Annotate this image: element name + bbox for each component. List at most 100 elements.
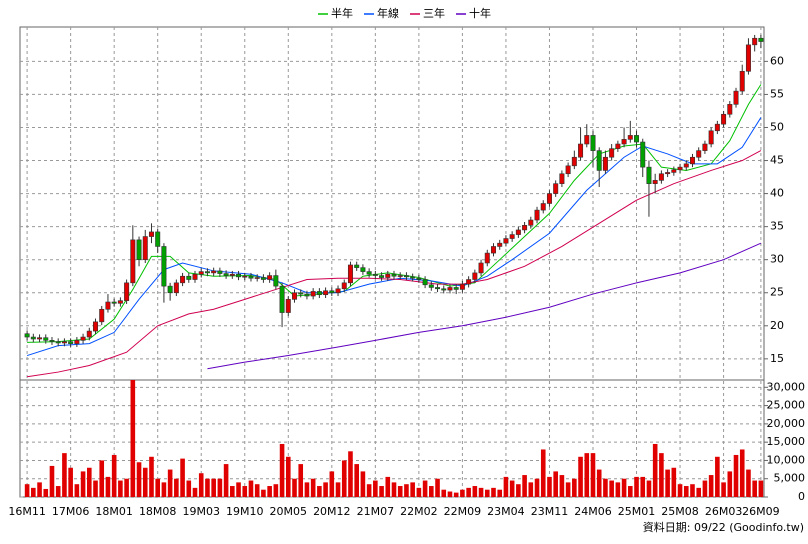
candle-body	[634, 135, 640, 143]
volume-bar	[752, 480, 757, 497]
volume-bar	[640, 476, 646, 497]
x-tick-label: 24M06	[574, 505, 612, 518]
candle-body	[260, 277, 266, 280]
candle-body	[99, 308, 105, 323]
volume-bar	[360, 471, 366, 497]
volume-bar	[509, 480, 515, 497]
volume-bar	[435, 478, 440, 497]
candle-body	[86, 330, 92, 338]
volume-bar	[242, 486, 248, 497]
volume-bar	[596, 469, 602, 497]
volume-bar	[192, 487, 198, 497]
volume-bar	[683, 486, 689, 497]
candle-body	[646, 166, 652, 184]
volume-bar	[317, 486, 322, 497]
candle-body	[347, 264, 353, 284]
candle-body	[204, 271, 210, 274]
candle-body	[652, 180, 658, 184]
volume-bar	[497, 489, 503, 497]
volume-bar	[540, 449, 546, 497]
candle-body	[472, 272, 478, 280]
candle-body	[372, 273, 378, 276]
candle-body	[758, 37, 764, 42]
volume-bar	[460, 489, 465, 497]
candle-body	[55, 341, 61, 344]
x-tick-label: 18M08	[139, 505, 177, 518]
candle-body	[236, 273, 242, 278]
volume-bar	[466, 487, 471, 497]
candle-body	[93, 321, 99, 332]
candle-body	[267, 275, 273, 280]
candle-body	[403, 275, 409, 278]
y-tick-label: 60	[770, 54, 784, 67]
candle-body	[447, 287, 453, 291]
volume-tick-label: 10,000	[767, 453, 806, 466]
candle-body	[727, 104, 733, 115]
legend-label: 年線	[377, 6, 399, 20]
volume-bar	[323, 482, 328, 497]
legend-label: 三年	[423, 6, 445, 20]
candle-body	[435, 287, 441, 290]
candle-body	[24, 333, 30, 338]
volume-bar	[547, 476, 552, 497]
volume-tick-label: 20,000	[767, 417, 806, 430]
candle-body	[285, 299, 291, 313]
volume-bar	[261, 489, 266, 497]
candle-body	[522, 225, 528, 231]
volume-tick-label: 15,000	[767, 435, 806, 448]
volume-bar	[155, 478, 160, 497]
volume-bar	[348, 451, 353, 497]
volume-bar	[24, 484, 30, 497]
candle-body	[186, 275, 192, 280]
candle-body	[459, 283, 465, 290]
candle-body	[602, 156, 608, 171]
candle-body	[142, 236, 148, 260]
candle-body	[49, 340, 55, 342]
volume-bar	[130, 380, 136, 497]
volume-bar	[68, 467, 73, 497]
volume-bar	[609, 480, 614, 497]
y-tick-label: 25	[770, 286, 784, 299]
volume-bar	[429, 486, 434, 497]
volume-bar	[447, 491, 453, 497]
candle-body	[310, 291, 316, 297]
volume-bar	[93, 480, 98, 497]
volume-bar	[659, 453, 664, 497]
volume-bar	[354, 464, 359, 497]
candle-body	[422, 279, 428, 286]
volume-bar	[292, 478, 297, 497]
candle-body	[745, 44, 751, 72]
candle-body	[683, 163, 689, 168]
volume-bar	[217, 478, 223, 497]
candle-body	[279, 285, 285, 313]
candle-body	[515, 229, 521, 235]
candle-body	[565, 165, 571, 175]
x-tick-label: 26M09	[742, 505, 780, 518]
candle-body	[640, 141, 646, 168]
candle-body	[111, 301, 117, 304]
candle-body	[721, 113, 727, 125]
volume-bar	[180, 458, 185, 497]
volume-bar	[491, 487, 496, 497]
x-tick-label: 19M10	[226, 505, 264, 518]
volume-bar	[572, 478, 577, 497]
x-tick-label: 25M01	[618, 505, 656, 518]
volume-bar	[385, 476, 391, 497]
y-tick-label: 15	[770, 352, 784, 365]
footer: 資料日期: 09/22 (Goodinfo.tw)	[643, 520, 804, 534]
candle-body	[696, 150, 702, 158]
volume-bar	[366, 484, 372, 497]
volume-bar	[99, 460, 105, 497]
candle-body	[534, 209, 540, 221]
candle-body	[366, 271, 372, 275]
y-tick-label: 35	[770, 220, 784, 233]
candle-body	[627, 135, 633, 140]
volume-bar	[404, 484, 409, 497]
x-tick-label: 23M04	[487, 505, 525, 518]
volume-bar	[646, 480, 652, 497]
volume-bar	[341, 460, 347, 497]
volume-bar	[628, 486, 633, 497]
volume-bar	[453, 492, 459, 497]
x-tick-label: 17M06	[52, 505, 90, 518]
